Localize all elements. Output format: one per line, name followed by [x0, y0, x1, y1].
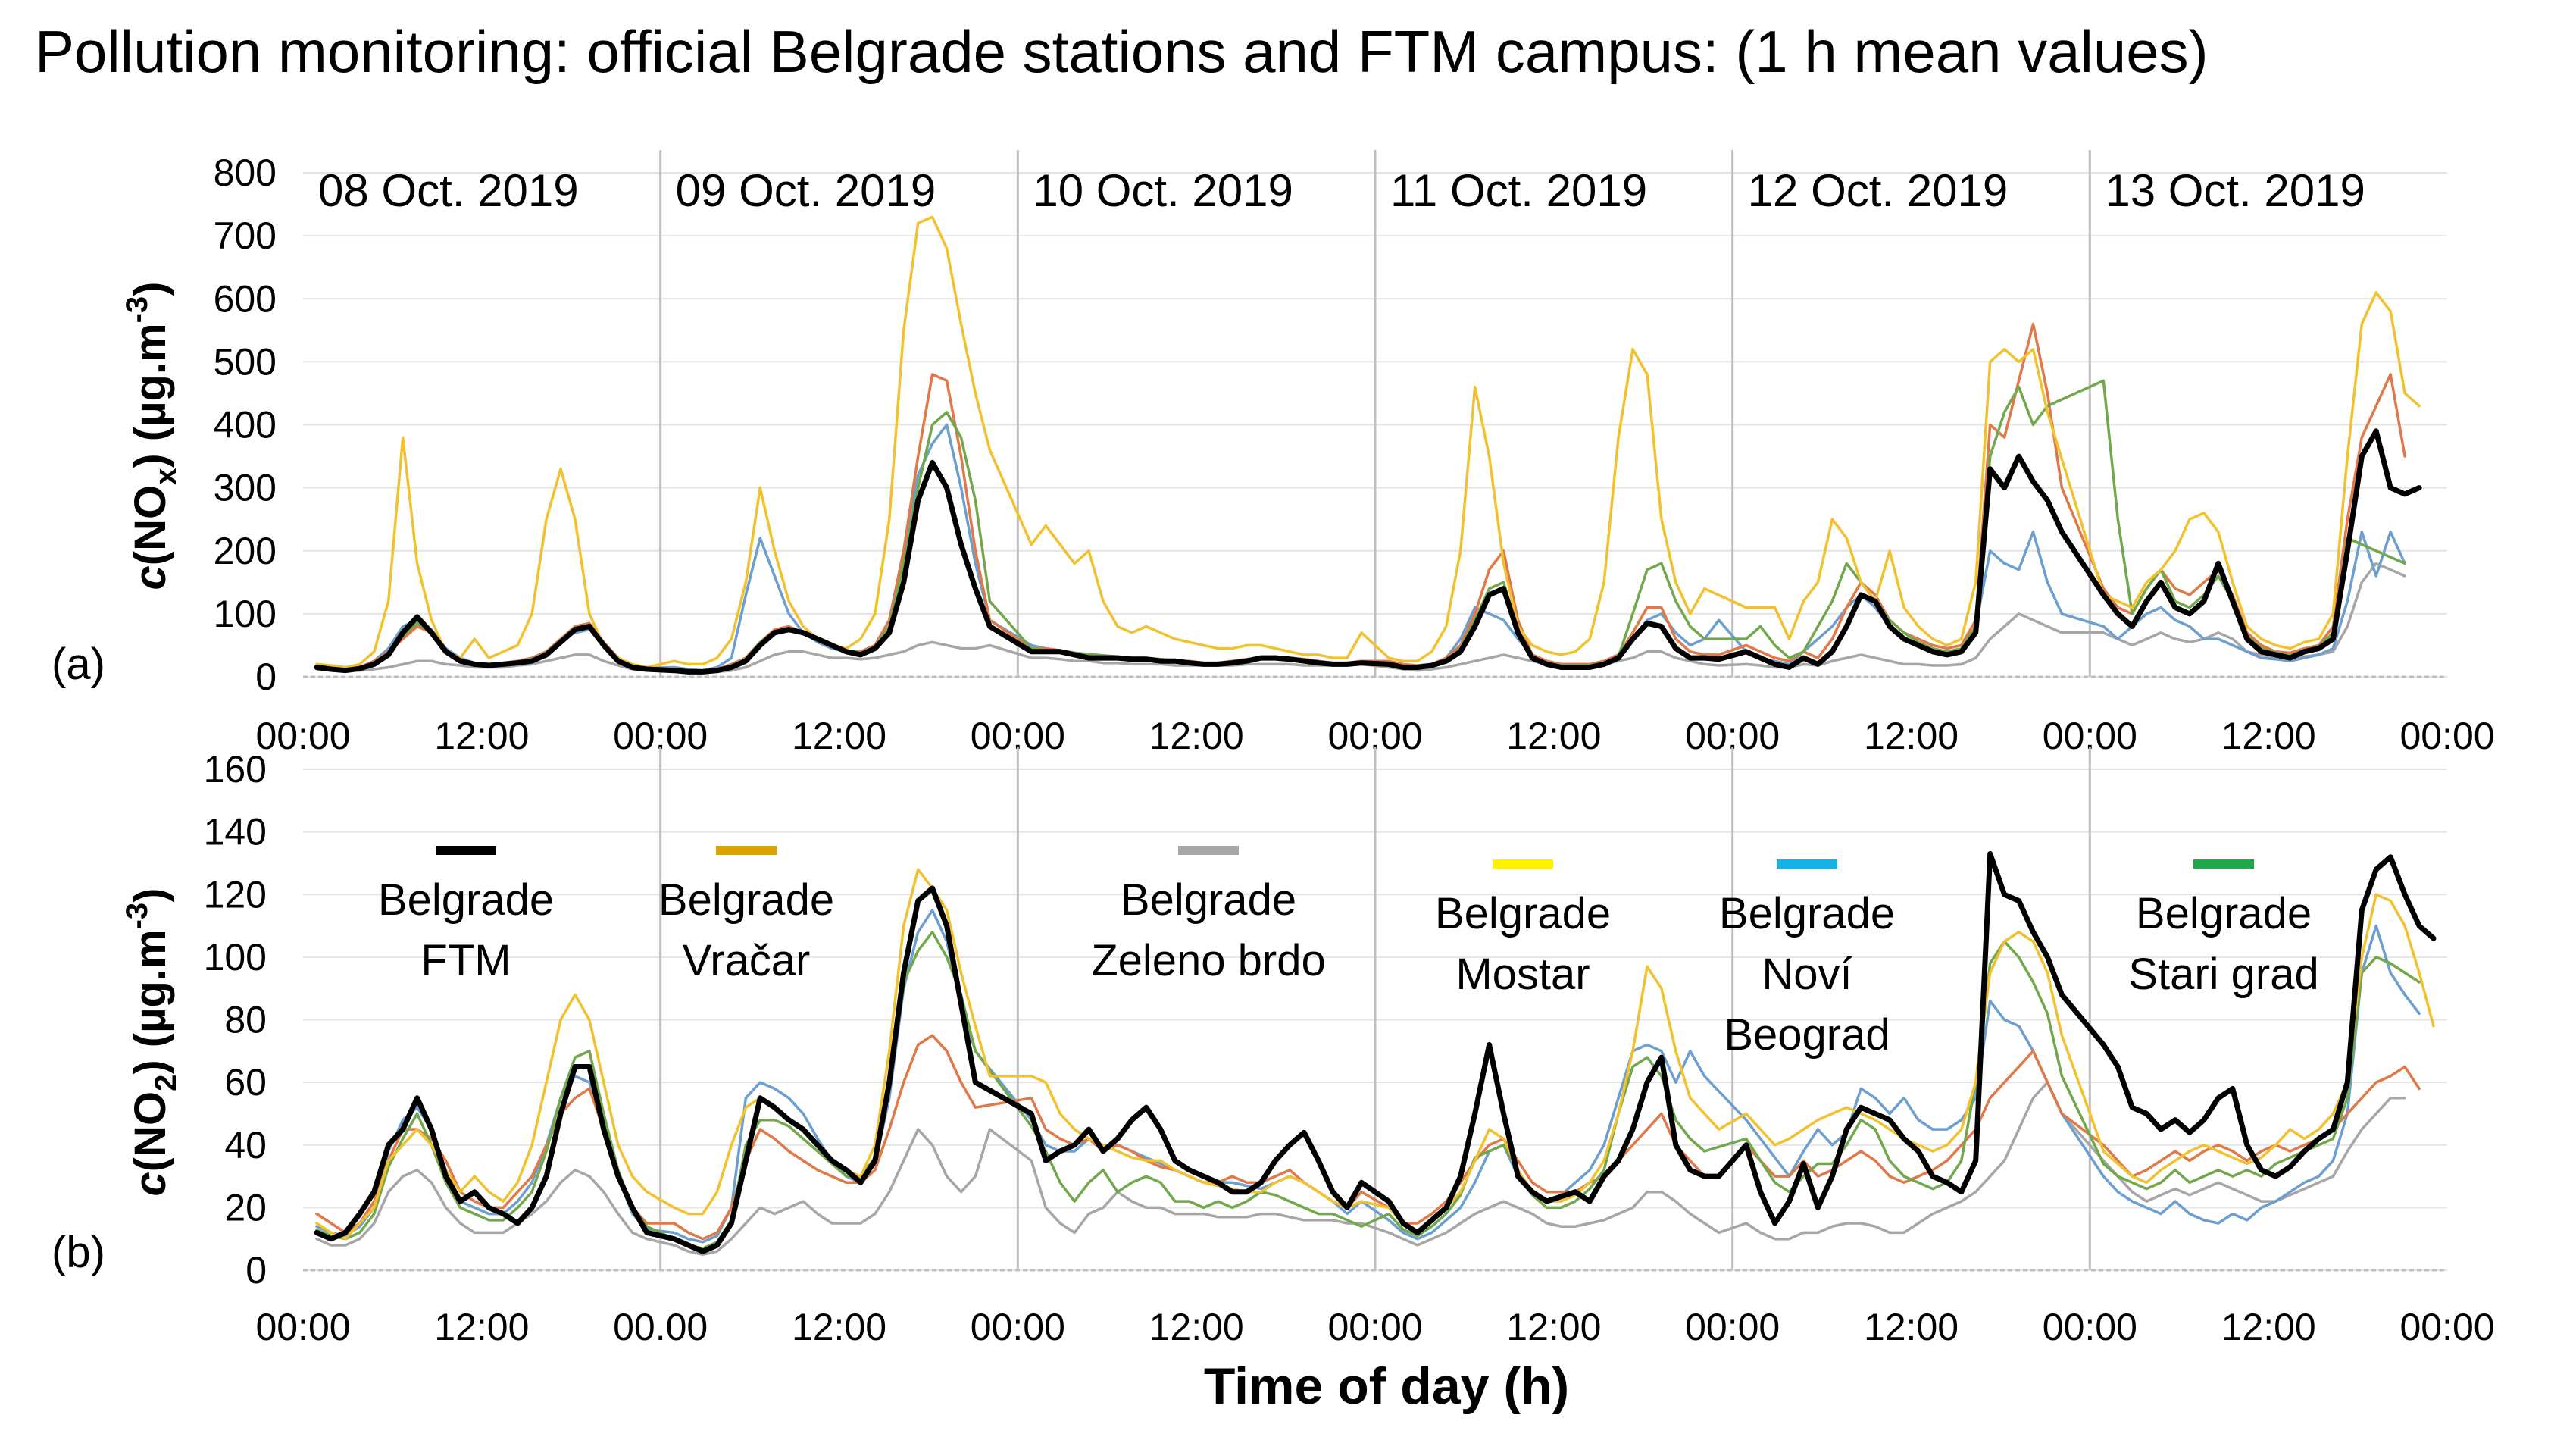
day-label: 09 Oct. 2019	[676, 165, 936, 216]
x-tick-label: 12:00	[792, 1306, 886, 1348]
y-tick-label: 160	[204, 748, 267, 790]
y-tick-label: 40	[224, 1124, 267, 1166]
y-tick-label: 600	[214, 277, 277, 320]
y-tick-label: 120	[204, 873, 267, 916]
series-line	[314, 428, 2422, 675]
legend-label: Beograd	[1724, 1010, 1890, 1060]
day-label: 12 Oct. 2019	[1748, 165, 2009, 216]
x-tick-label: 12:00	[1149, 715, 1244, 757]
x-tick-label: 12:00	[434, 1306, 529, 1348]
panel-b-tag: (b)	[52, 1228, 105, 1277]
y-tick-label: 400	[214, 404, 277, 446]
series-line	[315, 1034, 2421, 1241]
y-tick-label: 100	[214, 593, 277, 635]
chart-title: Pollution monitoring: official Belgrade …	[35, 18, 2209, 85]
x-tick-label: 12:00	[792, 715, 886, 757]
legend: Belgrade FTM Belgrade Vračar Belgrade Zeleno …	[378, 846, 2319, 1060]
x-tick-label: 12:00	[434, 715, 529, 757]
x-tick-label: 12:00	[1864, 715, 1959, 757]
legend-label: Belgrade	[1435, 889, 1611, 938]
y-tick-label: 20	[224, 1186, 267, 1229]
legend-label: Zeleno brdo	[1091, 936, 1326, 985]
legend-label: Mostar	[1455, 950, 1590, 999]
legend-label: Belgrade	[378, 875, 554, 925]
day-label: 08 Oct. 2019	[318, 165, 579, 216]
x-tick-label: 12:00	[1864, 1306, 1959, 1348]
x-tick-label: 00:00	[971, 1306, 1065, 1348]
y-tick-label: 300	[214, 467, 277, 509]
y-tick-label: 500	[214, 340, 277, 383]
x-tick-label: 12:00	[1149, 1306, 1244, 1348]
x-tick-label: 00.00	[613, 1306, 708, 1348]
x-tick-label: 00:00	[255, 715, 350, 757]
day-label: 13 Oct. 2019	[2105, 165, 2365, 216]
y-tick-label: 700	[214, 214, 277, 257]
series-line	[314, 851, 2437, 1254]
series-line	[315, 868, 2435, 1241]
series-line	[315, 322, 2406, 672]
legend-label: Stari grad	[2128, 950, 2318, 999]
x-tick-label: 00:00	[2043, 1306, 2137, 1348]
y-tick-label: 140	[204, 811, 267, 853]
day-label: 10 Oct. 2019	[1033, 165, 1293, 216]
panel-b-plot: 0 20 40 60 80 100 120 140 160 00:00 12:00 00.00 12:0…	[204, 747, 2495, 1348]
legend-label: FTM	[420, 936, 511, 985]
series-line	[315, 909, 2421, 1244]
legend-label: Belgrade	[658, 875, 834, 925]
y-tick-label: 200	[214, 530, 277, 572]
x-tick-label: 12:00	[1506, 1306, 1601, 1348]
y-tick-label: 0	[245, 1249, 267, 1291]
x-tick-label: 12:00	[1506, 715, 1601, 757]
x-axis-title: Time of day (h)	[1204, 1357, 1569, 1415]
series-line	[315, 931, 2421, 1250]
legend-label: Vračar	[683, 936, 811, 985]
x-tick-label: 00:00	[1327, 1306, 1422, 1348]
panel-b-y-axis-title: c(NO2) (µg.m-3)	[120, 887, 183, 1196]
x-tick-label: 00:00	[2399, 1306, 2494, 1348]
x-tick-label: 12:00	[2221, 715, 2316, 757]
x-tick-label: 12:00	[2221, 1306, 2316, 1348]
day-label: 11 Oct. 2019	[1390, 165, 1647, 216]
x-tick-label: 00:00	[255, 1306, 350, 1348]
y-tick-label: 0	[255, 656, 277, 698]
legend-label: Belgrade	[2136, 889, 2312, 938]
x-tick-label: 00:00	[2399, 715, 2494, 757]
y-tick-label: 80	[224, 999, 267, 1041]
legend-label: Belgrade	[1719, 889, 1895, 938]
panel-a-plot: 0 100 200 300 400 500 600 700 800 00:00 12:00 00:00…	[214, 150, 2495, 757]
panel-a-tag: (a)	[52, 640, 105, 689]
legend-label: Noví	[1762, 950, 1852, 999]
y-tick-label: 60	[224, 1061, 267, 1103]
y-tick-label: 800	[214, 152, 277, 194]
legend-label: Belgrade	[1121, 875, 1296, 925]
x-tick-label: 00:00	[1685, 1306, 1780, 1348]
panel-a-y-axis-title: c(NOx) (µg.m-3)	[120, 281, 183, 590]
y-tick-label: 100	[204, 936, 267, 978]
